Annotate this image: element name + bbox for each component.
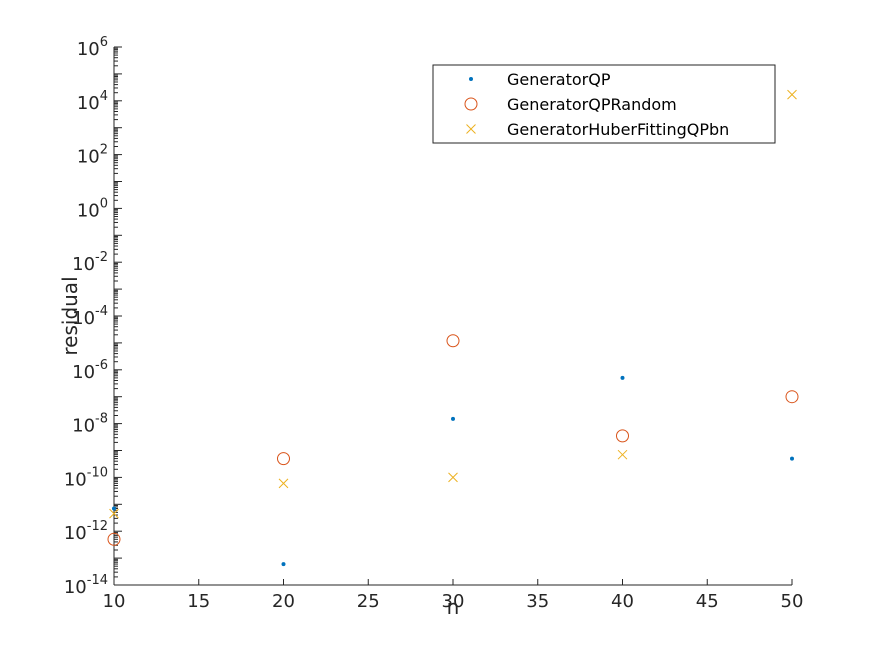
x-tick-label: 50 xyxy=(781,591,804,612)
x-tick-label: 25 xyxy=(357,591,380,612)
data-point xyxy=(112,506,116,511)
x-tick-label: 35 xyxy=(526,591,549,612)
y-tick-label: 10-6 xyxy=(72,358,108,383)
legend-label: GeneratorHuberFittingQPbn xyxy=(507,120,729,139)
x-tick-label: 45 xyxy=(696,591,719,612)
data-points xyxy=(107,89,799,567)
x-tick-label: 40 xyxy=(611,591,634,612)
y-ticks: 10-14 10-12 10-10 10-8 10-6 10-4 10-2 100 102 104… xyxy=(64,35,122,598)
data-point xyxy=(787,89,797,100)
x-tick-label: 30 xyxy=(442,591,465,612)
legend-entries: GeneratorQP GeneratorQPRandom GeneratorHub… xyxy=(464,70,729,139)
data-point xyxy=(790,456,794,461)
data-point xyxy=(277,452,290,466)
legend: GeneratorQP GeneratorQPRandom GeneratorHub… xyxy=(432,64,776,144)
y-tick-label: 10-14 xyxy=(64,573,108,598)
data-point xyxy=(616,429,629,443)
data-point xyxy=(785,390,799,404)
y-tick-label: 10-4 xyxy=(72,304,108,329)
y-tick-label: 104 xyxy=(77,89,108,114)
data-point xyxy=(281,562,286,567)
y-tick-label: 100 xyxy=(77,196,108,221)
data-point xyxy=(617,449,628,460)
legend-marker xyxy=(464,97,478,111)
y-tick-label: 10-12 xyxy=(64,519,108,544)
x-axis-label: n xyxy=(447,595,460,619)
data-point xyxy=(278,478,289,489)
y-axis-label: residual xyxy=(58,276,82,355)
x-ticks: 10 15 20 25 30 35 40 45 50 xyxy=(103,579,804,612)
y-tick-label: 102 xyxy=(77,143,108,168)
data-point xyxy=(107,532,121,546)
y-tick-label: 10-2 xyxy=(72,250,108,275)
legend-label: GeneratorQPRandom xyxy=(507,95,677,114)
legend-label: GeneratorQP xyxy=(507,70,611,89)
y-tick-label: 10-8 xyxy=(72,412,108,437)
data-point xyxy=(109,508,119,519)
y-tick-label: 106 xyxy=(77,35,108,60)
y-tick-label: 10-10 xyxy=(64,465,108,490)
data-point xyxy=(448,472,458,483)
x-tick-label: 10 xyxy=(103,591,126,612)
legend-box xyxy=(432,64,776,144)
data-point xyxy=(620,375,625,380)
legend-marker xyxy=(469,77,473,81)
data-point xyxy=(451,416,455,421)
legend-marker xyxy=(466,124,476,134)
x-tick-label: 20 xyxy=(272,591,295,612)
x-tick-label: 15 xyxy=(187,591,210,612)
data-point xyxy=(446,334,460,348)
